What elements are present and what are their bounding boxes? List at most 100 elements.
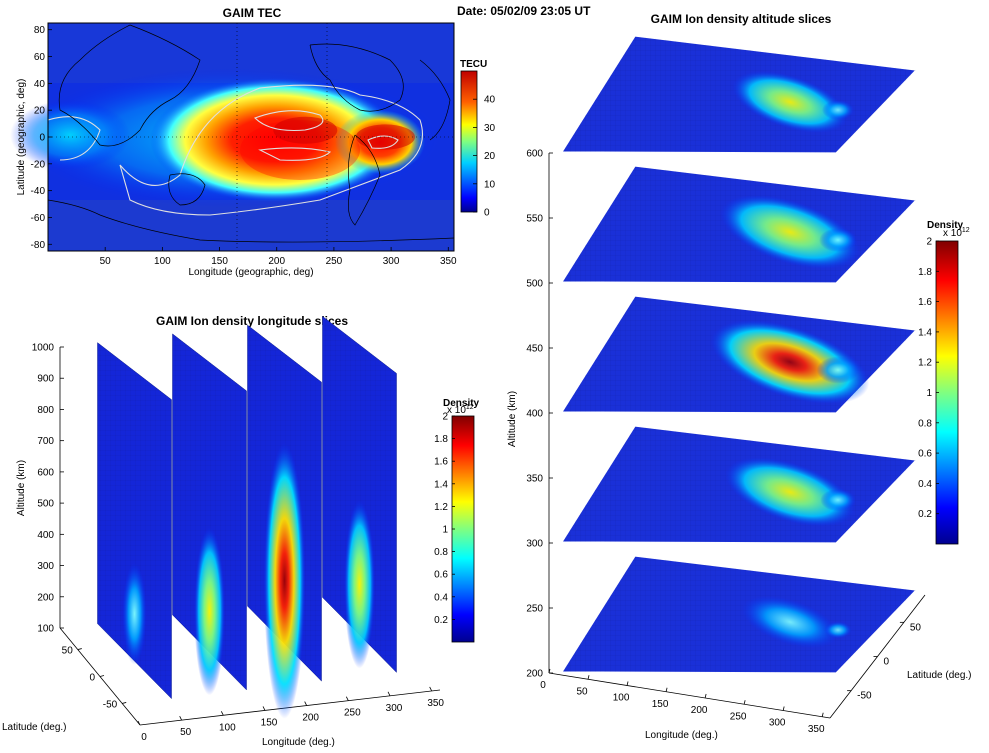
tick-mark [821,712,824,717]
density-peak [122,562,147,665]
altitude-tick-label: 300 [37,561,54,572]
colorbar-tick-label: 2 [442,412,448,423]
y-tick-label: 80 [34,25,46,36]
latitude-tick-label: 0 [884,657,890,668]
longitude-colorbar-title: Density [443,398,480,409]
density-peak-secondary [816,356,860,384]
longitude-tick-label: 250 [730,711,747,722]
tec-map-panel: GAIM TEC Date: 05/02/09 23:05 UT [10,4,591,278]
latitude-tick-label: -50 [103,699,118,710]
density-peak [710,320,870,404]
colorbar-tick-label: 40 [484,95,496,106]
tick-mark [179,715,183,721]
colorbar-tick-label: 20 [484,151,496,162]
tick-mark [387,691,391,697]
y-tick-label: -40 [31,186,46,197]
altitude-slices-latitude-label: Latitude (deg.) [907,670,972,681]
longitude-tick-label: 50 [180,727,192,738]
y-tick-label: -60 [31,213,46,224]
longitude-slice [322,315,397,673]
altitude-tick-label: 1000 [32,343,55,354]
altitude-colorbar-ticks: 0.2 0.4 0.6 0.8 1 1.2 1.4 1.6 1.8 2 [918,237,939,520]
altitude-slices-altitude-ticks: 200 250 300 350 400 450 500 550 600 [526,149,553,680]
longitude-slices-latitude-ticks: 50 0 -50 [62,646,127,710]
density-peak-secondary [820,488,856,512]
tec-map-x-ticks: 50 100 150 200 250 300 350 [100,247,457,267]
tec-colorbar-title: TECU [460,59,487,70]
altitude-slice [560,295,918,414]
colorbar-tick-label: 1.4 [918,327,932,338]
tec-colorbar: TECU 0 10 20 30 40 [460,59,496,219]
altitude-tick-label: 700 [37,436,54,447]
colorbar-tick-label: 1 [442,525,448,536]
colorbar-tick-label: 10 [484,179,496,190]
density-peak [720,194,860,270]
altitude-tick-label: 550 [526,214,543,225]
longitude-slice [97,342,172,700]
x-tick-label: 250 [326,256,343,267]
colorbar-tick-label: 0.6 [434,570,448,581]
longitude-colorbar-multiplier: x 1012 [447,404,474,416]
colorbar-tick-label: 0.8 [434,547,448,558]
longitude-tick-label: 0 [141,732,147,743]
tick-mark [429,686,433,692]
tec-map-title: GAIM TEC [223,6,282,20]
longitude-slices-altitude-label: Altitude (km) [16,460,27,516]
tick-mark [99,675,105,677]
tick-mark [122,702,127,704]
tec-map-field [10,23,454,251]
density-peak-secondary [819,228,857,252]
tick-mark [782,706,785,711]
colorbar-tick-label: 0.2 [918,509,932,520]
altitude-tick-label: 350 [526,474,543,485]
x-tick-label: 100 [154,256,171,267]
tick-mark [704,693,707,699]
altitude-tick-label: 300 [526,539,543,550]
latitude-tick-label: -50 [857,691,872,702]
altitude-tick-label: 800 [37,405,54,416]
x-tick-label: 350 [440,256,457,267]
density-peak [344,500,375,669]
x-tick-label: 300 [383,256,400,267]
tick-mark [548,668,551,674]
colorbar-tick-label: 1.8 [434,434,448,445]
x-tick-label: 200 [268,256,285,267]
density-peak [725,457,855,527]
longitude-tick-label: 200 [302,713,319,724]
longitude-slices-longitude-ticks: 0 50 100 150 200 250 300 350 [137,686,444,743]
y-tick-label: 20 [34,106,46,117]
longitude-slices-latitude-label: Latitude (deg.) [2,722,67,733]
y-tick-label: 60 [34,52,46,63]
y-tick-label: 0 [39,133,45,144]
altitude-tick-label: 500 [526,279,543,290]
longitude-tick-label: 100 [613,693,630,704]
colorbar-tick-label: 0 [484,208,490,219]
altitude-slices-panel: GAIM Ion density altitude slices 2002503… [507,12,972,741]
tick-mark [743,700,746,705]
longitude-slice-planes [97,315,397,719]
longitude-slices-panel: GAIM Ion density longitude slices 100200… [2,314,480,748]
colorbar-tick-label: 2 [926,237,932,248]
density-peak-secondary [824,621,852,639]
altitude-tick-label: 450 [526,344,543,355]
y-tick-label: -20 [31,159,46,170]
altitude-tick-label: 250 [526,604,543,615]
longitude-slices-longitude-label: Longitude (deg.) [262,737,335,748]
tick-mark [220,711,224,716]
altitude-slice [560,165,918,284]
altitude-tick-label: 600 [526,149,543,160]
colorbar-tick-label: 30 [484,123,496,134]
density-peak [263,442,306,719]
tick-mark [262,706,266,711]
colorbar-tick-label: 1.2 [918,358,932,369]
longitude-slices-colorbar: Density x 1012 0.2 0.4 0.6 0.8 1 1.2 1.4 1.6 1.8… [434,398,480,643]
altitude-tick-label: 400 [37,530,54,541]
longitude-slice [172,333,247,696]
date-label: Date: 05/02/09 23:05 UT [457,4,591,18]
altitude-colorbar-title: Density [927,220,964,231]
colorbar-tick-label: 1.2 [434,502,448,513]
tick-mark [137,720,141,726]
longitude-tick-label: 200 [691,705,708,716]
longitude-tick-label: 300 [386,703,403,714]
tec-peak [355,124,415,150]
